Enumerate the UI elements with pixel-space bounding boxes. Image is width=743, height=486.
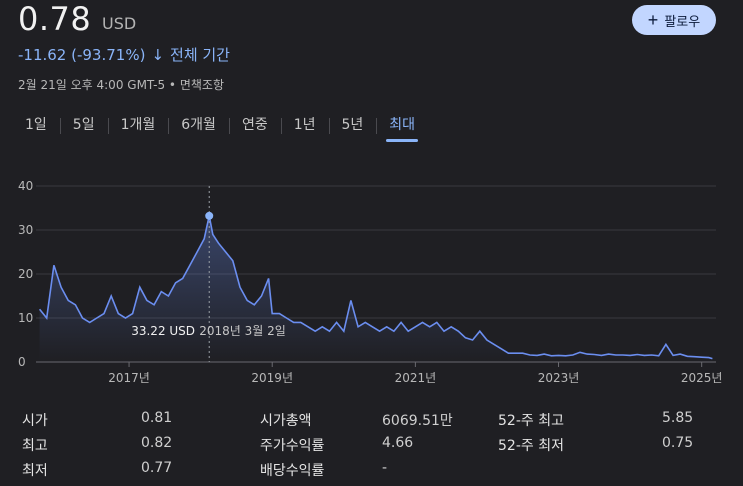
hover-marker <box>205 211 214 220</box>
arrow-down-icon: ↓ <box>151 45 165 64</box>
y-tick-label: 30 <box>18 223 33 237</box>
follow-label: 팔로우 <box>664 13 701 29</box>
plus-icon: + <box>647 10 659 30</box>
y-tick-label: 40 <box>18 179 33 193</box>
stat-value-open: 0.81 <box>141 410 173 426</box>
stat-label-dividend: 배당수익률 <box>260 463 325 479</box>
tab-1d[interactable]: 1일 <box>25 117 47 133</box>
x-tick-label: 2023년 <box>538 371 580 385</box>
tooltip-value: 33.22 USD <box>131 324 195 338</box>
stat-label-high: 최고 <box>22 438 48 454</box>
price-change: -11.62 (-93.71%) ↓ 전체 기간 <box>18 44 230 65</box>
stat-value-low: 0.77 <box>141 460 173 476</box>
stat-label-52w-low: 52-주 최저 <box>498 438 564 454</box>
timestamp: 2월 21일 오후 4:00 GMT-5 • 면책조항 <box>18 78 224 92</box>
x-tick-label: 2021년 <box>395 371 437 385</box>
stat-label-low: 최저 <box>22 463 48 479</box>
follow-button[interactable]: + 팔로우 <box>632 5 716 35</box>
stat-value-dividend: - <box>382 460 388 476</box>
stock-price: 0.78 <box>18 0 92 38</box>
stat-value-52w-low: 0.75 <box>662 435 694 451</box>
price-line <box>38 215 713 360</box>
stat-value-mktcap: 6069.51만 <box>382 413 453 429</box>
tab-5d[interactable]: 5일 <box>59 112 108 142</box>
stat-value-pe: 4.66 <box>382 435 414 451</box>
stats-table: 시가 0.81 최고 0.82 최저 0.77 시가총액 6069.51만 주가… <box>0 400 743 486</box>
tooltip-date: 2018년 3월 2일 <box>199 324 286 338</box>
tab-max[interactable]: 최대 <box>376 112 428 142</box>
stat-label-pe: 주가수익률 <box>260 438 325 454</box>
currency-label: USD <box>102 14 137 33</box>
tab-1m[interactable]: 1개월 <box>107 112 169 142</box>
tab-6m[interactable]: 6개월 <box>168 112 229 142</box>
y-tick-label: 20 <box>18 267 33 281</box>
tab-5y[interactable]: 5년 <box>328 112 377 142</box>
x-tick-label: 2019년 <box>251 371 293 385</box>
tab-1y[interactable]: 1년 <box>280 112 329 142</box>
tab-ytd[interactable]: 연중 <box>228 112 281 142</box>
x-tick-label: 2017년 <box>108 371 150 385</box>
price-area <box>39 215 713 362</box>
stat-label-open: 시가 <box>22 413 48 429</box>
stat-value-high: 0.82 <box>141 435 173 451</box>
change-period: 전체 기간 <box>170 46 230 64</box>
stat-label-52w-high: 52-주 최고 <box>498 413 564 429</box>
change-value: -11.62 (-93.71%) <box>18 45 146 64</box>
x-tick-label: 2025년 <box>681 371 723 385</box>
stat-label-mktcap: 시가총액 <box>260 413 312 429</box>
y-tick-label: 0 <box>18 355 26 369</box>
y-tick-label: 10 <box>18 311 33 325</box>
price-chart[interactable]: 0 10 20 30 40 33.22 USD 2018년 3월 2일 2017년 201… <box>0 160 743 390</box>
range-tabs: 1일 5일 1개월 6개월 연중 1년 5년 최대 <box>12 112 428 142</box>
stat-value-52w-high: 5.85 <box>662 410 694 426</box>
